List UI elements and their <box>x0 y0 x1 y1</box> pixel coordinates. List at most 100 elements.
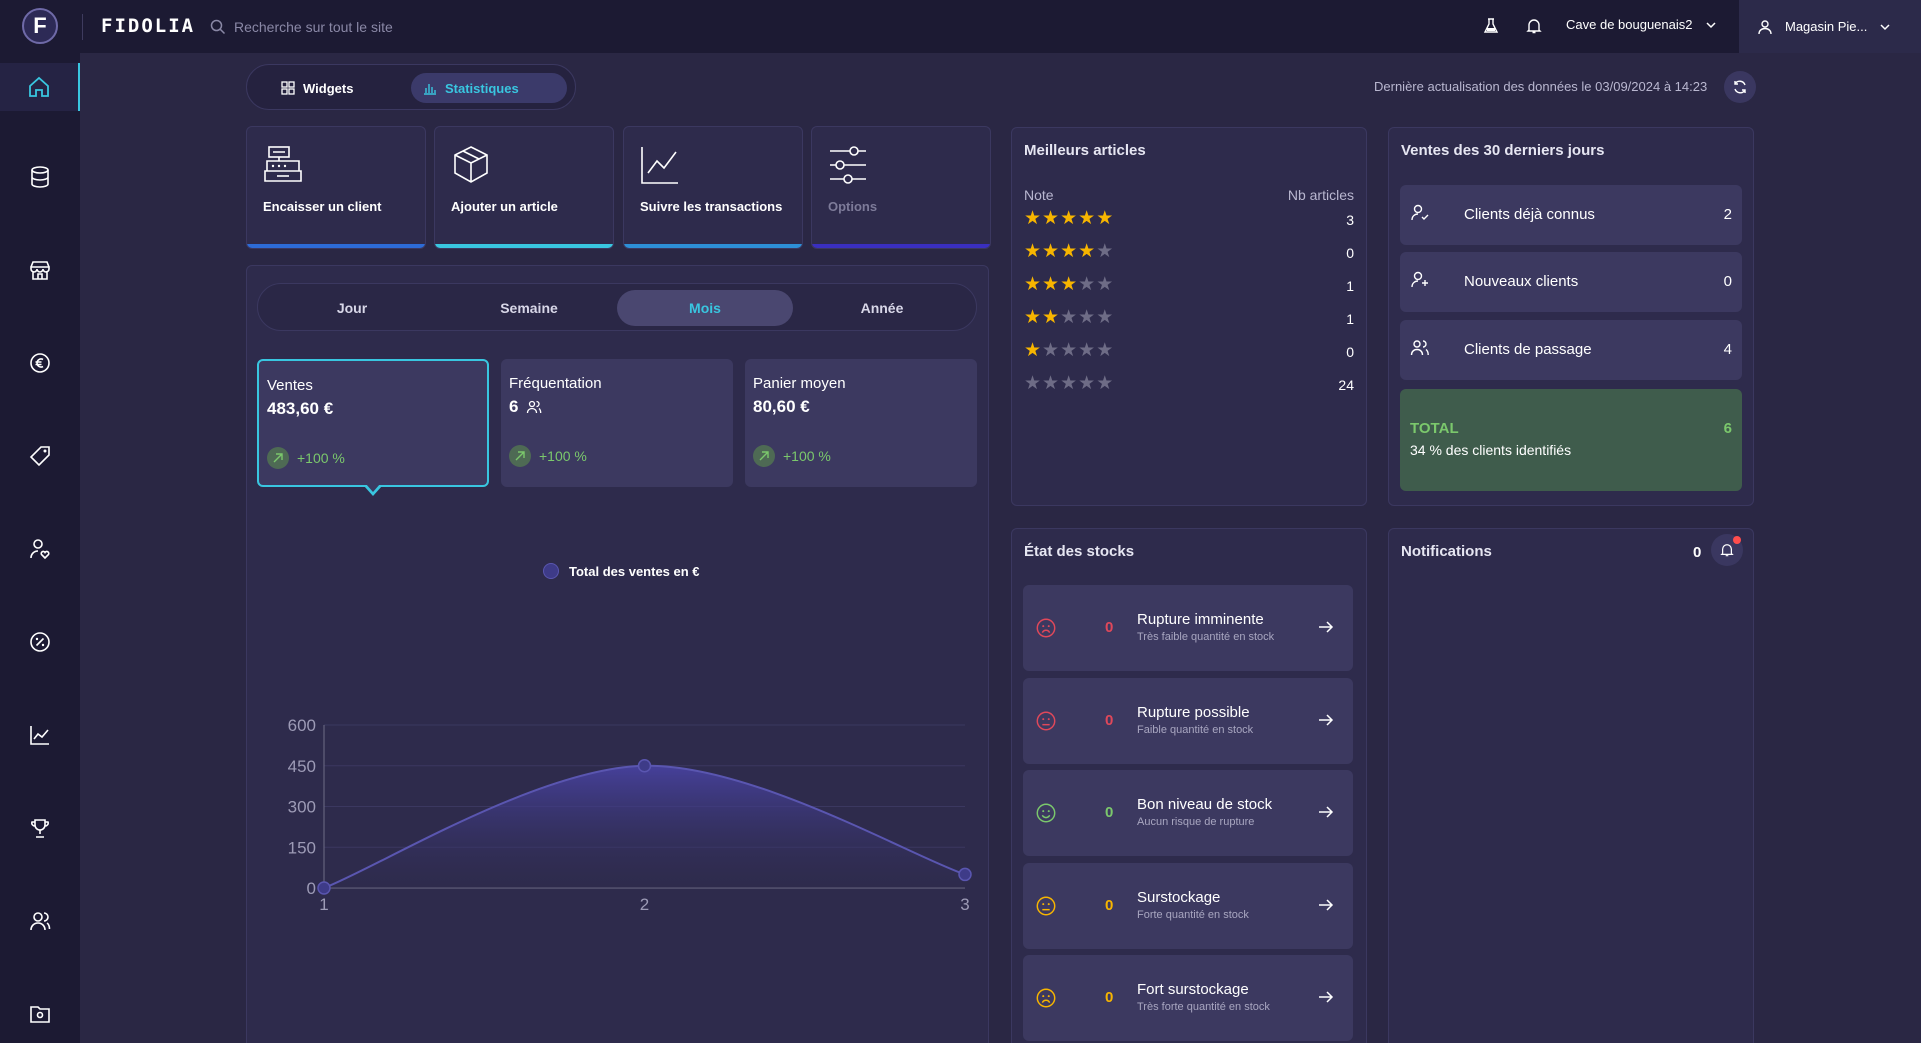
kpi-title: Fréquentation <box>509 375 602 392</box>
star-empty-icon: ★ <box>1096 373 1115 394</box>
shortcut-add-article[interactable]: Ajouter un article <box>434 126 614 249</box>
x-tick-label: 2 <box>640 895 649 914</box>
search-input[interactable]: Recherche sur tout le site <box>210 14 610 40</box>
star-empty-icon: ★ <box>1078 307 1097 328</box>
sidebar-item-tags[interactable] <box>0 432 80 480</box>
stock-row[interactable]: 0 Rupture imminente Très faible quantité e… <box>1023 585 1353 671</box>
tag-icon <box>29 446 50 467</box>
data-point[interactable] <box>958 867 972 882</box>
shortcut-transactions[interactable]: Suivre les transactions <box>623 126 803 249</box>
cash-register-icon <box>264 146 302 182</box>
sidebar-item-rewards[interactable] <box>0 804 80 852</box>
discount-icon <box>30 632 50 652</box>
data-point[interactable] <box>637 759 652 773</box>
stock-count: 0 <box>1105 711 1114 729</box>
data-point[interactable] <box>317 881 331 895</box>
sidebar-item-promotions[interactable] <box>0 618 80 666</box>
kpi-trend: +100 % <box>267 447 345 469</box>
stock-title: Rupture imminente <box>1137 611 1264 628</box>
shortcut-label: Options <box>828 199 878 214</box>
stock-row[interactable]: 0 Surstockage Forte quantité en stock <box>1023 862 1353 949</box>
shortcut-cash-register[interactable]: Encaisser un client <box>246 126 426 249</box>
logo-letter: F <box>33 13 47 38</box>
legend-swatch <box>543 563 559 579</box>
total-label: TOTAL <box>1410 420 1459 437</box>
star-empty-icon: ★ <box>1096 340 1115 361</box>
rating-row: ★★★★★ 24 <box>1024 374 1354 394</box>
client-row-known[interactable]: Clients déjà connus 2 <box>1400 185 1742 245</box>
star-filled-icon: ★ <box>1024 340 1043 361</box>
sidebar-item-loyalty[interactable] <box>0 525 80 573</box>
kpi-trend-text: +100 % <box>297 450 345 466</box>
sidebar-item-settings[interactable] <box>0 990 80 1038</box>
kpi-pointer <box>364 484 382 496</box>
database-icon <box>31 166 49 188</box>
sidebar-item-store[interactable] <box>0 246 80 294</box>
sidebar-item-euro[interactable] <box>0 339 80 387</box>
client-row-count: 2 <box>1723 206 1732 223</box>
shortcut-options[interactable]: Options <box>811 126 991 249</box>
chart-line-icon <box>641 147 678 184</box>
kpi-value-text: 483,60 € <box>267 399 334 418</box>
flask-icon[interactable] <box>1481 16 1501 36</box>
kpi-card-panier-moyen[interactable]: Panier moyen 80,60 € +100 % <box>745 359 977 487</box>
stock-row[interactable]: 0 Bon niveau de stock Aucun risque de rupt… <box>1023 770 1353 856</box>
star-filled-icon: ★ <box>1024 307 1043 328</box>
star-empty-icon: ★ <box>1096 241 1115 262</box>
rating-count: 3 <box>1346 212 1354 228</box>
shortcut-label: Encaisser un client <box>263 199 382 214</box>
star-filled-icon: ★ <box>1060 208 1079 229</box>
star-filled-icon: ★ <box>1078 208 1097 229</box>
stock-row[interactable]: 0 Rupture possible Faible quantité en stoc… <box>1023 677 1353 764</box>
legend-label: Total des ventes en € <box>569 563 700 579</box>
panel-title: Ventes des 30 derniers jours <box>1401 142 1605 159</box>
tab-jour[interactable]: Jour <box>336 300 368 316</box>
client-row-new[interactable]: Nouveaux clients 0 <box>1400 252 1742 312</box>
user-check-icon <box>1411 204 1429 221</box>
happy-face-icon <box>1036 803 1056 823</box>
store-selector[interactable]: Cave de bouguenais2 <box>1566 17 1717 32</box>
user-icon <box>1758 19 1772 34</box>
tab-mois[interactable]: Mois <box>617 290 793 326</box>
users-icon <box>30 912 51 931</box>
kpi-value-text: 6 <box>509 397 519 416</box>
client-row-passing[interactable]: Clients de passage 4 <box>1400 320 1742 380</box>
sad-face-icon <box>1036 618 1056 638</box>
star-filled-icon: ★ <box>1042 274 1061 295</box>
shortcut-accent-bar <box>624 244 802 248</box>
view-toggle: Widgets Statistiques <box>246 64 576 110</box>
stock-count: 0 <box>1105 989 1114 1006</box>
bell-icon[interactable] <box>1524 16 1544 36</box>
kpi-trend: +100 % <box>753 445 831 467</box>
logo[interactable]: F <box>22 8 58 44</box>
refresh-button[interactable] <box>1724 71 1756 103</box>
kpi-title: Panier moyen <box>753 375 846 392</box>
user-heart-icon <box>30 539 50 560</box>
tab-annee[interactable]: Année <box>860 300 904 316</box>
tab-semaine[interactable]: Semaine <box>500 300 558 316</box>
user-menu[interactable]: Magasin Pie... <box>1739 0 1921 53</box>
total-value: 6 <box>1723 420 1732 437</box>
meh-face-icon <box>1036 896 1056 915</box>
rating-row: ★★★★★ 0 <box>1024 341 1354 361</box>
sidebar-item-team[interactable] <box>0 897 80 945</box>
period-tabs: Jour Semaine Mois Année <box>257 283 977 331</box>
sidebar-item-statistics[interactable] <box>0 711 80 759</box>
stock-row[interactable]: 0 Fort surstockage Très forte quantité en … <box>1023 955 1353 1041</box>
sidebar-item-home[interactable] <box>0 63 80 111</box>
trend-up-icon <box>509 445 531 467</box>
tab-widgets[interactable]: Widgets <box>269 73 365 103</box>
star-empty-icon: ★ <box>1060 373 1079 394</box>
chart-legend[interactable]: Total des ventes en € <box>543 563 700 579</box>
y-tick-label: 300 <box>288 798 316 817</box>
sidebar-item-database[interactable] <box>0 153 80 201</box>
sales-30-days-panel: Ventes des 30 derniers jours Clients déj… <box>1388 127 1754 506</box>
kpi-card-frequentation[interactable]: Fréquentation 6 +100 % <box>501 359 733 487</box>
rating-count: 0 <box>1346 344 1354 360</box>
kpi-title: Ventes <box>267 377 313 394</box>
search-placeholder: Recherche sur tout le site <box>234 19 393 35</box>
star-empty-icon: ★ <box>1024 373 1043 394</box>
notification-bell-button[interactable] <box>1711 534 1743 566</box>
kpi-card-ventes[interactable]: Ventes 483,60 € +100 % <box>257 359 489 487</box>
tab-statistics[interactable]: Statistiques <box>411 73 567 103</box>
